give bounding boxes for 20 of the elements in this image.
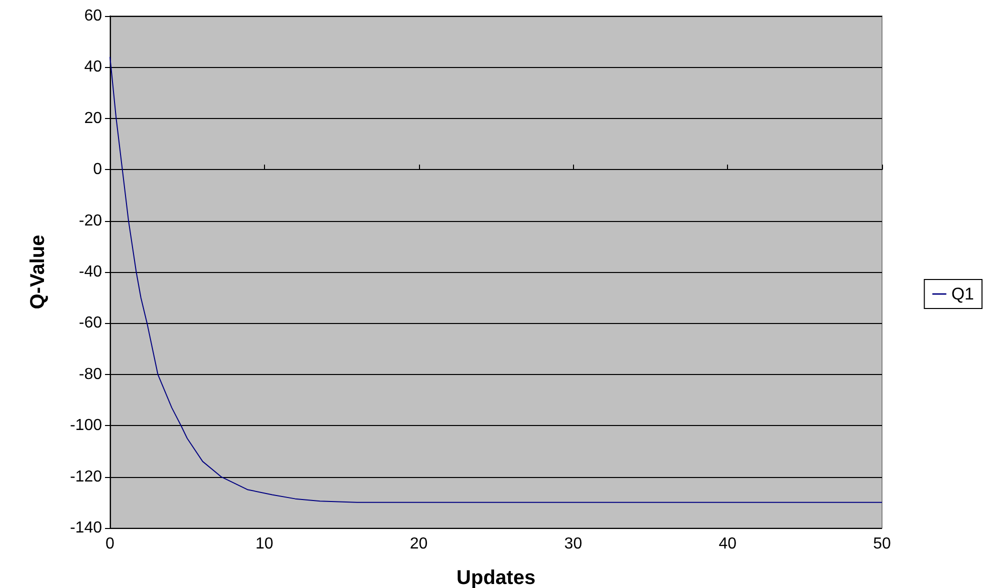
y-tick-label: -60 <box>78 314 102 332</box>
y-tick-label: -100 <box>70 417 102 434</box>
x-tick-label: 30 <box>564 536 582 552</box>
y-tick-label: 0 <box>93 161 102 178</box>
y-tick-label: -40 <box>78 264 102 280</box>
x-tick-label: 10 <box>256 536 274 552</box>
x-tick-label: 0 <box>106 536 115 552</box>
y-tick-label: 20 <box>84 110 102 127</box>
y-tick-label: 40 <box>84 58 102 76</box>
x-tick-label: 40 <box>718 536 737 552</box>
y-tick-label: -120 <box>70 468 102 486</box>
y-tick-label: -140 <box>70 520 102 536</box>
x-axis-title: Updates <box>456 567 536 588</box>
legend-label: Q1 <box>951 284 974 304</box>
y-axis-title: Q-Value <box>27 234 49 310</box>
y-tick-label: 60 <box>84 8 102 24</box>
y-tick-label: -20 <box>78 212 102 230</box>
x-tick-label: 20 <box>410 536 428 552</box>
x-tick-label: 50 <box>873 536 891 552</box>
y-tick-label: -80 <box>78 366 102 383</box>
